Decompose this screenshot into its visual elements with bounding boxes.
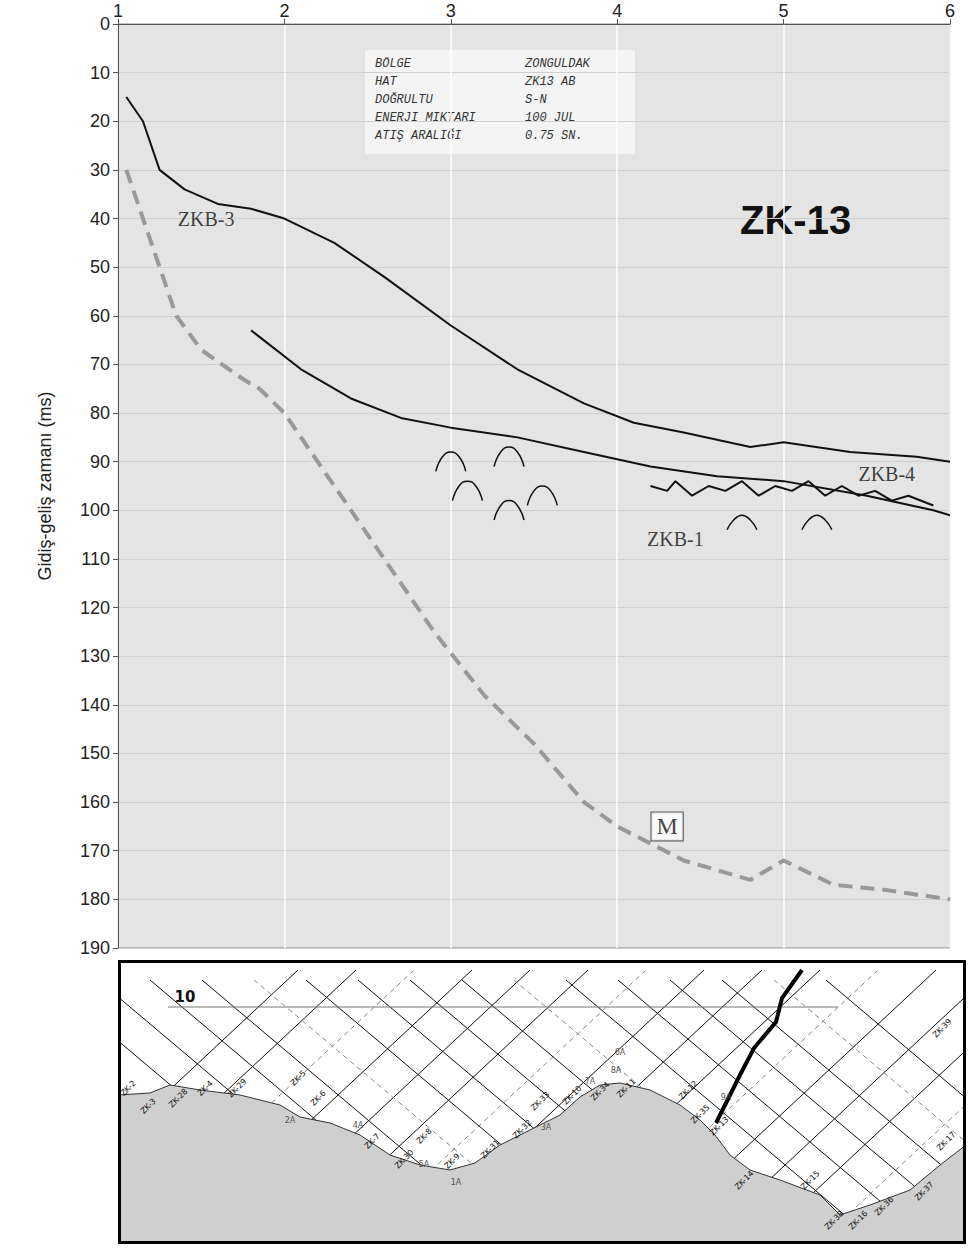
svg-text:4: 4 xyxy=(612,1,622,21)
svg-text:6: 6 xyxy=(945,1,955,21)
svg-text:4A: 4A xyxy=(353,1121,364,1130)
svg-text:120: 120 xyxy=(80,598,110,618)
svg-text:7A: 7A xyxy=(585,1077,596,1086)
svg-text:ZK-14: ZK-14 xyxy=(733,1169,756,1192)
svg-text:3A: 3A xyxy=(541,1123,552,1132)
svg-text:ZK-13: ZK-13 xyxy=(708,1115,731,1138)
svg-text:ZK-35: ZK-35 xyxy=(689,1103,712,1126)
svg-text:ZK-9: ZK-9 xyxy=(443,1152,462,1171)
svg-text:30: 30 xyxy=(90,160,110,180)
svg-text:0: 0 xyxy=(100,14,110,34)
svg-text:70: 70 xyxy=(90,354,110,374)
svg-text:100: 100 xyxy=(80,500,110,520)
svg-text:ZK-28: ZK-28 xyxy=(167,1087,190,1110)
svg-text:ZK-12: ZK-12 xyxy=(677,1079,700,1102)
svg-text:60: 60 xyxy=(90,306,110,326)
svg-text:ATIŞ ARALIĞI: ATIŞ ARALIĞI xyxy=(374,128,461,143)
svg-text:ZK-15: ZK-15 xyxy=(799,1169,822,1192)
svg-text:190: 190 xyxy=(80,938,110,958)
svg-text:9A: 9A xyxy=(721,1093,732,1102)
svg-text:6A: 6A xyxy=(615,1048,626,1057)
svg-text:3: 3 xyxy=(446,1,456,21)
svg-text:ZK-37: ZK-37 xyxy=(913,1180,936,1203)
svg-text:ZK-3: ZK-3 xyxy=(139,1097,158,1116)
svg-text:ZONGULDAK: ZONGULDAK xyxy=(524,57,591,71)
svg-text:ZK13 AB: ZK13 AB xyxy=(524,75,575,89)
svg-text:ZK-16: ZK-16 xyxy=(847,1209,870,1232)
svg-text:0.75 SN.: 0.75 SN. xyxy=(525,129,583,143)
svg-text:S-N: S-N xyxy=(525,93,547,107)
svg-text:90: 90 xyxy=(90,452,110,472)
svg-text:ZK-39: ZK-39 xyxy=(931,1017,954,1040)
svg-text:5: 5 xyxy=(779,1,789,21)
svg-text:ZK-29: ZK-29 xyxy=(226,1077,249,1100)
svg-text:140: 140 xyxy=(80,695,110,715)
svg-text:DOĞRULTU: DOĞRULTU xyxy=(375,92,433,107)
svg-text:ZK-2: ZK-2 xyxy=(119,1079,138,1098)
svg-text:20: 20 xyxy=(90,111,110,131)
svg-text:ZK-6: ZK-6 xyxy=(309,1089,328,1108)
svg-text:ZK-30: ZK-30 xyxy=(393,1148,416,1171)
svg-text:ZK-36: ZK-36 xyxy=(873,1195,896,1218)
svg-text:2A: 2A xyxy=(285,1116,296,1125)
svg-text:M: M xyxy=(656,813,677,839)
svg-text:Gidiş-geliş zamanı (ms): Gidiş-geliş zamanı (ms) xyxy=(35,391,55,580)
svg-text:ZK-17: ZK-17 xyxy=(935,1130,958,1153)
svg-text:ZK-5: ZK-5 xyxy=(289,1069,308,1088)
svg-text:170: 170 xyxy=(80,841,110,861)
svg-text:ZK-33: ZK-33 xyxy=(529,1090,552,1113)
svg-text:BÖLGE: BÖLGE xyxy=(375,57,412,71)
svg-text:ZKB-1: ZKB-1 xyxy=(647,528,704,550)
svg-text:130: 130 xyxy=(80,646,110,666)
svg-text:10: 10 xyxy=(175,988,196,1006)
svg-text:HAT: HAT xyxy=(375,75,397,89)
svg-text:100 JUL: 100 JUL xyxy=(525,111,575,125)
svg-text:10: 10 xyxy=(90,63,110,83)
svg-text:ZK-7: ZK-7 xyxy=(363,1132,382,1151)
svg-text:ZKB-3: ZKB-3 xyxy=(178,208,235,230)
svg-text:2: 2 xyxy=(279,1,289,21)
svg-text:110: 110 xyxy=(81,549,110,569)
svg-text:ZKB-4: ZKB-4 xyxy=(858,463,915,485)
svg-text:1A: 1A xyxy=(451,1178,462,1187)
svg-text:50: 50 xyxy=(90,257,110,277)
svg-text:5A: 5A xyxy=(419,1160,430,1169)
svg-text:ZK-34: ZK-34 xyxy=(589,1080,612,1103)
svg-text:150: 150 xyxy=(80,743,110,763)
svg-text:180: 180 xyxy=(80,889,110,909)
svg-text:ZK-32: ZK-32 xyxy=(511,1118,534,1141)
svg-text:1: 1 xyxy=(113,1,123,21)
svg-text:160: 160 xyxy=(80,792,110,812)
svg-text:ZK-38: ZK-38 xyxy=(823,1209,846,1232)
svg-text:ZK-8: ZK-8 xyxy=(415,1127,434,1146)
svg-text:40: 40 xyxy=(90,209,110,229)
svg-text:ZK-10: ZK-10 xyxy=(561,1084,584,1107)
svg-text:8A: 8A xyxy=(611,1066,622,1075)
svg-text:80: 80 xyxy=(90,403,110,423)
svg-text:ZK-13: ZK-13 xyxy=(740,198,851,242)
svg-text:ZK-31: ZK-31 xyxy=(479,1138,502,1161)
svg-text:ZK-11: ZK-11 xyxy=(615,1077,638,1100)
svg-text:ENERJI MIKTARI: ENERJI MIKTARI xyxy=(375,111,476,125)
svg-text:ZK-4: ZK-4 xyxy=(196,1079,215,1098)
